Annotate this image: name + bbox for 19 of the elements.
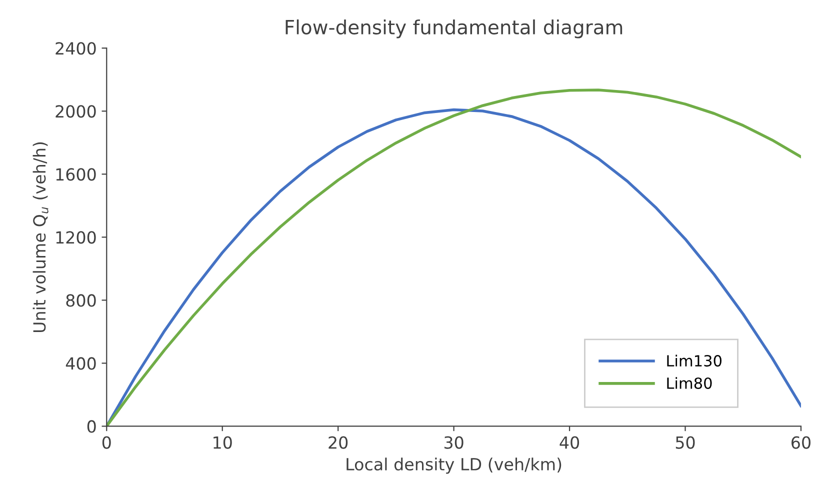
x-tick-label: 20 [328,436,348,449]
x-tick-label: 30 [444,436,464,449]
y-tick-label: 1600 [56,168,96,181]
x-tick-label: 40 [560,436,580,449]
chart-title: Flow-density fundamental diagram [286,19,622,38]
y-axis-title: Unit volume Q$_{u}$ (veh/h) [32,142,48,332]
legend-label: Lim130 [667,354,722,367]
y-tick-label: 1200 [56,231,96,244]
y-tick-label: 800 [66,294,96,307]
x-tick-label: 60 [792,436,810,449]
x-tick-label: 10 [214,436,232,449]
y-tick-label: 400 [66,357,96,370]
x-axis-title: Local density LD (veh/km) [346,458,562,474]
x-tick-label: 0 [102,436,111,449]
y-tick-label: 2000 [56,105,96,118]
x-tick-label: 50 [676,436,695,449]
y-tick-label: 0 [87,420,96,433]
y-tick-label: 2400 [56,42,96,55]
legend-label: Lim80 [667,377,712,389]
